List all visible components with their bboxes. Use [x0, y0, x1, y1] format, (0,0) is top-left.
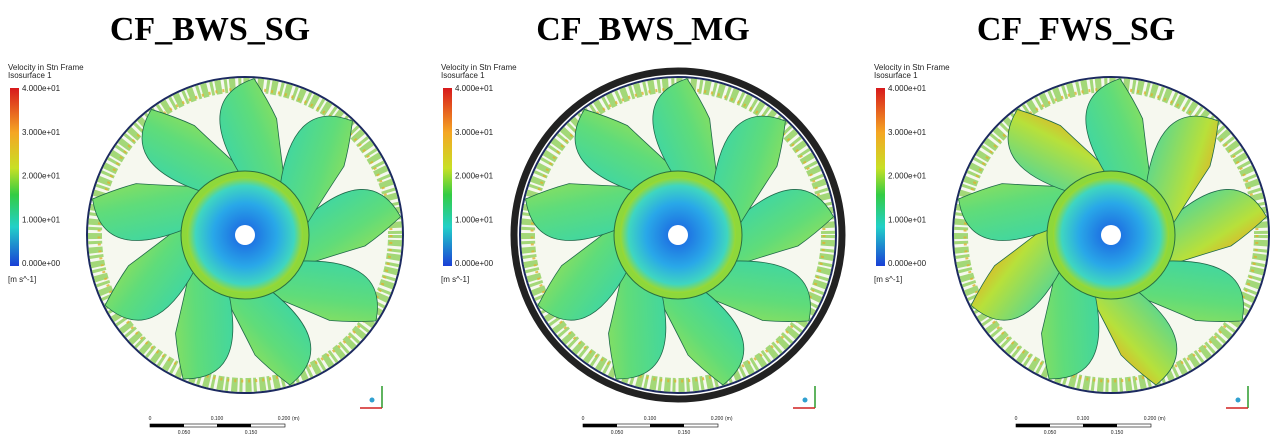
legend-tick-label: 1.000e+01	[888, 215, 927, 224]
axis-z	[803, 398, 808, 403]
axis-z	[370, 398, 375, 403]
scale-label: 0	[1015, 416, 1018, 422]
scale-seg	[150, 424, 184, 427]
legend-tick-label: 1.000e+01	[455, 215, 494, 224]
axis-triad	[793, 386, 815, 408]
colorbar	[10, 88, 19, 266]
scale-label: 0.200	[1144, 416, 1157, 422]
scale-seg	[650, 424, 684, 427]
panel-title: CF_BWS_SG	[110, 11, 310, 48]
legend-units: [m s^-1]	[441, 275, 469, 284]
colorbar	[443, 88, 452, 266]
legend-subtitle: Isosurface 1	[441, 71, 485, 80]
scale-label: 0.100	[211, 416, 224, 422]
impeller	[948, 72, 1270, 393]
legend-tick-label: 4.000e+01	[455, 84, 494, 93]
figure: CF_BWS_SGVelocity in Stn FrameIsosurface…	[0, 0, 1281, 436]
scale-label: 0.150	[245, 430, 258, 436]
panel-title: CF_BWS_MG	[536, 11, 749, 48]
legend-subtitle: Isosurface 1	[874, 71, 918, 80]
scale-label: 0.050	[611, 430, 624, 436]
shaft-hole	[235, 225, 255, 245]
scale-seg	[217, 424, 251, 427]
scale-label: 0.100	[644, 416, 657, 422]
impeller	[514, 71, 842, 399]
legend-tick-label: 3.000e+01	[22, 128, 61, 137]
scale-seg	[1016, 424, 1050, 427]
legend-tick-label: 0.000e+00	[455, 259, 494, 268]
scale-label: 0.150	[678, 430, 691, 436]
legend-tick-label: 0.000e+00	[22, 259, 61, 268]
legend-tick-label: 3.000e+01	[888, 128, 927, 137]
legend-tick-label: 4.000e+01	[22, 84, 61, 93]
legend-subtitle: Isosurface 1	[8, 71, 52, 80]
scale-label: 0.200	[711, 416, 724, 422]
scale-unit: (m)	[1158, 416, 1166, 422]
scale-label: 0.100	[1077, 416, 1090, 422]
scale-label: 0.200	[278, 416, 291, 422]
legend-tick-label: 1.000e+01	[22, 215, 61, 224]
shaft-hole	[1101, 225, 1121, 245]
legend-units: [m s^-1]	[874, 275, 902, 284]
axis-triad	[1226, 386, 1248, 408]
axis-triad	[360, 386, 382, 408]
scale-label: 0	[149, 416, 152, 422]
impeller	[82, 72, 404, 393]
scale-label: 0.050	[178, 430, 191, 436]
scale-seg	[583, 424, 617, 427]
colorbar	[876, 88, 885, 266]
legend-tick-label: 3.000e+01	[455, 128, 494, 137]
panel-title: CF_FWS_SG	[977, 11, 1175, 48]
legend-tick-label: 2.000e+01	[455, 172, 494, 181]
axis-z	[1236, 398, 1241, 403]
legend-tick-label: 4.000e+01	[888, 84, 927, 93]
scale-label: 0.050	[1044, 430, 1057, 436]
legend-tick-label: 0.000e+00	[888, 259, 927, 268]
scale-seg	[1083, 424, 1117, 427]
legend-tick-label: 2.000e+01	[888, 172, 927, 181]
scale-unit: (m)	[725, 416, 733, 422]
shaft-hole	[668, 225, 688, 245]
scale-unit: (m)	[292, 416, 300, 422]
legend-tick-label: 2.000e+01	[22, 172, 61, 181]
legend-units: [m s^-1]	[8, 275, 36, 284]
scale-label: 0.150	[1111, 430, 1124, 436]
scale-label: 0	[582, 416, 585, 422]
